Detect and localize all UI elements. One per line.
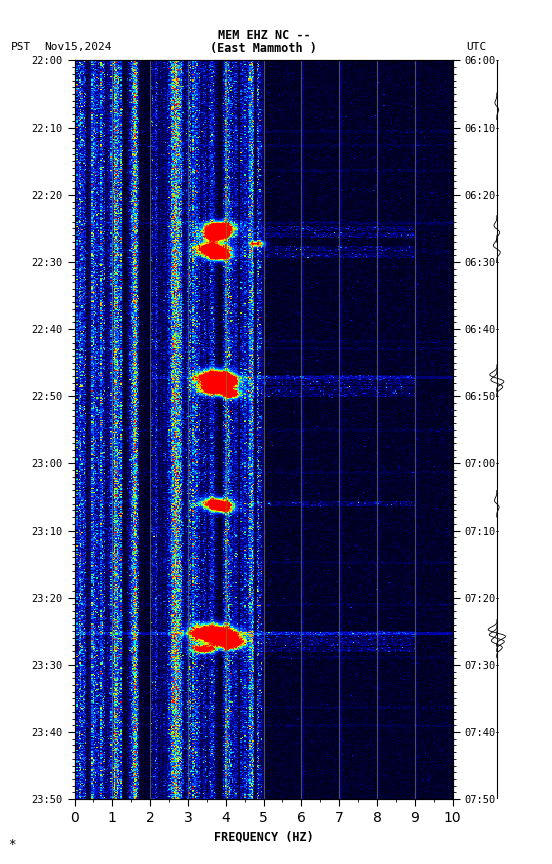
Text: MEM EHZ NC --: MEM EHZ NC -- <box>217 29 310 42</box>
Text: UTC: UTC <box>466 42 487 53</box>
Text: (East Mammoth ): (East Mammoth ) <box>210 42 317 55</box>
Text: *: * <box>8 838 16 851</box>
Text: Nov15,2024: Nov15,2024 <box>44 42 112 53</box>
X-axis label: FREQUENCY (HZ): FREQUENCY (HZ) <box>214 830 314 843</box>
Text: PST: PST <box>11 42 31 53</box>
